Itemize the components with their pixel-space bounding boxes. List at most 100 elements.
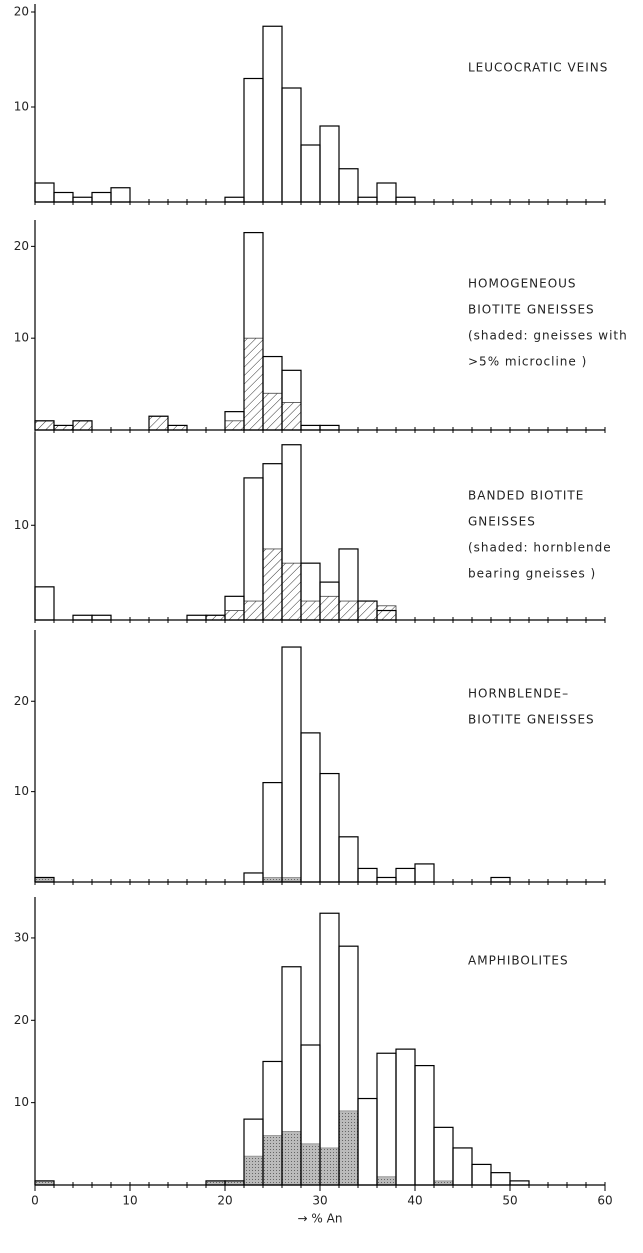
panel-label: HOMOGENEOUS [468, 277, 577, 291]
y-tick-label: 10 [14, 518, 29, 532]
panel-label: BIOTITE GNEISSES [468, 303, 595, 317]
y-tick-label: 20 [14, 694, 29, 708]
x-tick-label: 40 [407, 1194, 422, 1208]
histogram-bar [414, 863, 435, 883]
histogram-bar [243, 1155, 264, 1186]
histogram-bar [300, 600, 321, 621]
histogram-bar [395, 196, 416, 203]
histogram-bar [34, 877, 55, 883]
histogram-bar [319, 125, 340, 203]
y-tick-label: 10 [14, 331, 29, 345]
histogram-bar [72, 196, 93, 203]
histogram-bar [91, 191, 112, 203]
histogram-bar [262, 1135, 283, 1186]
histogram-bar [34, 420, 55, 431]
histogram-bar [357, 196, 378, 203]
panel-label: >5% microcline ) [468, 355, 587, 369]
histogram-bar [338, 600, 359, 621]
histogram-bar [490, 876, 511, 883]
histogram-bar [34, 1180, 55, 1186]
x-tick-label: 20 [217, 1194, 232, 1208]
panel-label: HORNBLENDE– [468, 687, 569, 701]
histogram-bar [72, 420, 93, 431]
panel-label: (shaded: hornblende [468, 541, 612, 555]
panel-label: AMPHIBOLITES [468, 954, 569, 968]
histogram-bar [509, 1180, 530, 1186]
histogram-bar [243, 600, 264, 621]
histogram-bar [281, 877, 302, 883]
x-tick-label: 30 [312, 1194, 327, 1208]
y-tick-label: 30 [14, 930, 29, 944]
histogram-bar [357, 1097, 378, 1186]
x-axis-label: → % An [298, 1212, 343, 1226]
histogram-bar [262, 25, 283, 203]
histogram-bar [395, 1048, 416, 1186]
x-tick-label: 50 [502, 1194, 517, 1208]
panel-label: bearing gneisses ) [468, 567, 596, 581]
histogram-bar [338, 168, 359, 203]
histogram-bar [262, 781, 283, 883]
histogram-bar [262, 548, 283, 621]
histogram-bar [224, 420, 245, 431]
y-tick-label: 10 [14, 1095, 29, 1109]
histogram-bar [319, 772, 340, 883]
y-tick-label: 20 [14, 1013, 29, 1027]
histogram-bar [414, 1064, 435, 1186]
histogram-bar [319, 1147, 340, 1186]
histogram-bar [281, 562, 302, 621]
histogram-bar [72, 614, 93, 621]
histogram-bar [319, 912, 340, 1186]
histogram-bar [376, 876, 397, 883]
histogram-bar [224, 1180, 245, 1186]
histogram-bar [338, 836, 359, 883]
histogram-bar [376, 1052, 397, 1186]
histogram-bar [262, 392, 283, 431]
histogram-bar [395, 867, 416, 883]
histogram-bar [281, 87, 302, 203]
histogram-bar [186, 614, 207, 621]
histogram-bar [300, 144, 321, 203]
histogram-bar [376, 182, 397, 203]
panel-label: GNEISSES [468, 515, 536, 529]
y-tick-label: 10 [14, 100, 29, 114]
histogram-bar [281, 1131, 302, 1186]
histogram-bar [300, 424, 321, 431]
histogram-bar [53, 425, 74, 431]
histogram-bar [243, 337, 264, 431]
histogram-bar [471, 1163, 492, 1186]
histogram-bar [338, 1110, 359, 1186]
panel-label: BIOTITE GNEISSES [468, 713, 595, 727]
histogram-bar [205, 614, 226, 621]
histogram-bar [53, 191, 74, 203]
panel-label: LEUCOCRATIC VEINS [468, 61, 608, 75]
histogram-bar [376, 1176, 397, 1186]
histogram-bar [110, 187, 131, 203]
histogram-bar [262, 877, 283, 883]
histogram-bar [34, 182, 55, 203]
histogram-bar [224, 610, 245, 621]
histogram-bar [281, 646, 302, 883]
histogram-bar [91, 614, 112, 621]
histogram-bar [452, 1147, 473, 1186]
panel-label: (shaded: gneisses with [468, 329, 628, 343]
histogram-bar [243, 872, 264, 883]
histogram-bar [376, 605, 397, 621]
histogram-bar [433, 1180, 454, 1186]
x-tick-label: 60 [597, 1194, 612, 1208]
histogram-bar [34, 586, 55, 621]
histogram-bar [319, 424, 340, 431]
histogram-bar [300, 1143, 321, 1186]
histogram-bar [281, 402, 302, 431]
histogram-bar [243, 77, 264, 203]
histogram-bar [300, 732, 321, 883]
y-tick-label: 20 [14, 5, 29, 19]
histogram-bar [490, 1172, 511, 1186]
x-tick-label: 10 [122, 1194, 137, 1208]
histogram-bar [433, 1126, 454, 1186]
y-tick-label: 10 [14, 784, 29, 798]
histogram-bar [357, 600, 378, 621]
y-tick-label: 20 [14, 239, 29, 253]
histogram-bar [205, 1180, 226, 1186]
histogram-bar [243, 477, 264, 621]
